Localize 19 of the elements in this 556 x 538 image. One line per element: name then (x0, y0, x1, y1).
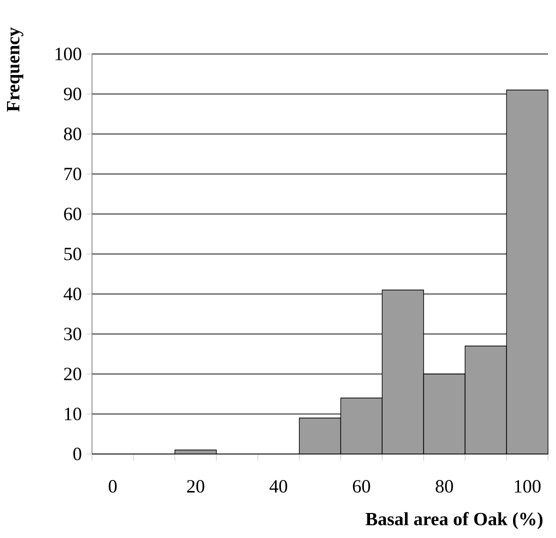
y-tick-label: 80 (64, 128, 82, 140)
y-tick-label: 100 (56, 48, 82, 60)
y-tick-label: 70 (64, 168, 82, 180)
x-tick-label: 100 (514, 480, 541, 493)
y-tick-label: 90 (64, 88, 82, 100)
y-axis-title: Frequency (7, 27, 24, 112)
x-axis-title: Basal area of Oak (%) (366, 512, 542, 530)
y-tick-label: 0 (73, 448, 82, 460)
x-tick-label: 20 (187, 480, 204, 493)
y-tick-label: 20 (64, 368, 82, 380)
y-tick-label: 50 (64, 248, 82, 260)
y-tick-label: 10 (64, 408, 82, 420)
x-tick-label: 0 (108, 480, 117, 493)
x-tick-label: 60 (352, 480, 370, 493)
x-tick-label: 40 (270, 480, 288, 493)
y-tick-label: 30 (64, 328, 82, 340)
y-tick-label: 60 (64, 208, 82, 220)
x-tick-label: 80 (436, 480, 453, 493)
y-tick-label: 40 (64, 288, 82, 300)
